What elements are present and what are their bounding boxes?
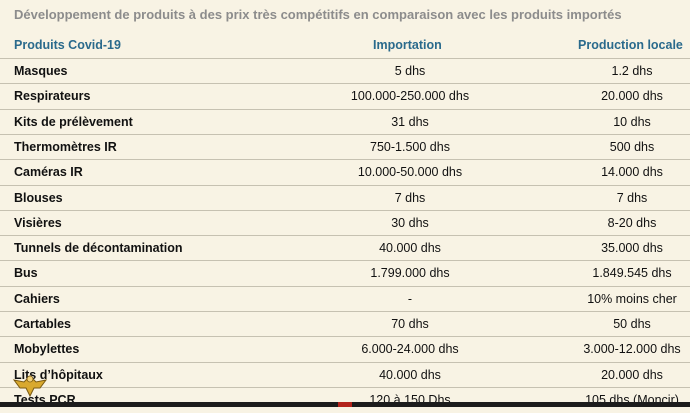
cell-local: 35.000 dhs (601, 241, 663, 256)
cell-import: 750-1.500 dhs (370, 139, 450, 154)
cell-import: 10.000-50.000 dhs (357, 165, 463, 180)
cell-local: 7 dhs (616, 190, 648, 205)
cell-local: 10 dhs (613, 114, 651, 129)
table-row: Lits d’hôpitaux 40.000 dhs 20.000 dhs (0, 361, 690, 388)
cell-product: Caméras IR (14, 165, 83, 180)
cell-import: 30 dhs (391, 215, 429, 230)
cell-product: Tunnels de décontamination (14, 241, 183, 256)
column-header-import: Importation (373, 38, 442, 52)
table-row: Mobylettes 6.000-24.000 dhs 3.000-12.000 d… (0, 336, 690, 362)
cell-product: Masques (14, 64, 68, 78)
cell-product: Thermomètres IR (14, 139, 117, 154)
cell-import: 6.000-24.000 dhs (361, 342, 459, 357)
column-header-product: Produits Covid-19 (14, 38, 121, 52)
cell-import: - (407, 291, 413, 306)
cell-local: 3.000-12.000 dhs (583, 342, 681, 357)
cell-import: 31 dhs (391, 114, 429, 129)
cell-product: Respirateurs (14, 89, 91, 104)
cell-local: 20.000 dhs (601, 367, 663, 382)
bottom-bar-accent (338, 402, 352, 407)
table-row: Respirateurs 100.000-250.000 dhs 20.000 dh… (0, 83, 690, 109)
table-row: Tunnels de décontamination 40.000 dhs 35.0… (0, 235, 690, 261)
cell-import: 40.000 dhs (379, 241, 441, 256)
cell-import: 1.799.000 dhs (370, 266, 450, 281)
eagle-crest-logo-icon (12, 375, 48, 398)
cell-product: Lits d’hôpitaux (14, 367, 103, 382)
cell-product: Mobylettes (14, 342, 80, 357)
cell-local: 1.2 dhs (611, 64, 653, 78)
cell-product: Visières (14, 215, 62, 230)
cell-product: Bus (14, 266, 38, 281)
cell-product: Kits de prélèvement (14, 114, 133, 129)
table-row: Cartables 70 dhs 50 dhs (0, 311, 690, 337)
cell-local: 10% moins cher (587, 291, 677, 306)
table-row: Blouses 7 dhs 7 dhs (0, 184, 690, 211)
table-row: Masques 5 dhs 1.2 dhs (0, 58, 690, 84)
bottom-bar (0, 402, 690, 407)
table-row: Cahiers - 10% moins cher (0, 285, 690, 312)
table-row: Tests PCR 120 à 150 Dhs 105 dhs (Moncir) (0, 386, 690, 413)
page-title: Développement de produits à des prix trè… (14, 7, 622, 22)
table-row: Bus 1.799.000 dhs 1.849.545 dhs (0, 260, 690, 286)
cell-product: Blouses (14, 190, 63, 205)
cell-local: 1.849.545 dhs (592, 266, 672, 281)
column-header-local: Production locale (578, 38, 683, 52)
table-row: Caméras IR 10.000-50.000 dhs 14.000 dhs (0, 159, 690, 185)
table-row: Visières 30 dhs 8-20 dhs (0, 209, 690, 236)
cell-local: 50 dhs (613, 317, 651, 331)
cell-local: 500 dhs (609, 139, 655, 154)
cell-import: 7 dhs (394, 190, 426, 205)
cell-import: 40.000 dhs (379, 367, 441, 382)
table-row: Kits de prélèvement 31 dhs 10 dhs (0, 108, 690, 135)
cell-import: 70 dhs (391, 317, 429, 331)
table-row: Thermomètres IR 750-1.500 dhs 500 dhs (0, 133, 690, 160)
cell-product: Cartables (14, 317, 71, 331)
cell-local: 20.000 dhs (601, 89, 663, 104)
cell-import: 100.000-250.000 dhs (350, 89, 470, 104)
cell-local: 8-20 dhs (607, 215, 657, 230)
cell-local: 14.000 dhs (601, 165, 663, 180)
cell-product: Cahiers (14, 291, 60, 306)
cell-import: 5 dhs (394, 64, 426, 78)
